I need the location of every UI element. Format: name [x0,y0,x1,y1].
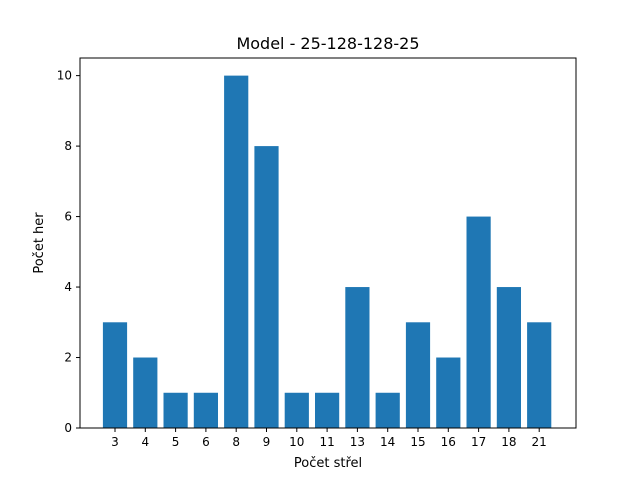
x-tick-label-4: 4 [141,435,149,449]
bar-4 [133,357,158,428]
y-tick-label-8: 8 [64,139,72,153]
x-tick-label-18: 18 [501,435,516,449]
x-tick-label-10: 10 [289,435,304,449]
x-tick-label-5: 5 [172,435,180,449]
y-tick-label-10: 10 [57,69,72,83]
x-tick-label-21: 21 [532,435,547,449]
x-tick-label-9: 9 [263,435,271,449]
y-tick-label-6: 6 [64,210,72,224]
bar-10 [284,392,309,428]
bar-18 [496,287,521,428]
x-tick-label-14: 14 [380,435,395,449]
x-tick-label-3: 3 [111,435,119,449]
x-tick-label-16: 16 [441,435,456,449]
x-tick-label-15: 15 [410,435,425,449]
x-tick-label-6: 6 [202,435,210,449]
bar-9 [254,146,279,428]
bar-6 [193,392,218,428]
y-tick-label-2: 2 [64,351,72,365]
bar-8 [224,75,249,429]
bar-14 [375,392,400,428]
bar-3 [102,322,128,428]
y-axis-ticks: 0 2 4 6 8 10 [57,69,80,435]
y-tick-label-0: 0 [64,421,72,435]
x-tick-label-11: 11 [319,435,334,449]
plot-frame [79,57,577,429]
bar-series [102,75,552,429]
x-tick-label-8: 8 [232,435,240,449]
x-tick-label-13: 13 [350,435,365,449]
y-tick-label-4: 4 [64,280,72,294]
y-axis-label: Počet her [32,212,47,274]
chart-title: Model - 25-128-128-25 [236,34,419,53]
x-tick-label-17: 17 [471,435,486,449]
bar-11 [315,392,340,428]
bar-21 [527,322,552,428]
x-axis-label: Počet střel [294,456,362,471]
bar-16 [436,357,461,428]
bar-5 [163,392,188,428]
bar-15 [405,322,431,428]
bar-17 [466,216,491,428]
x-axis-ticks: 3 4 5 6 8 9 10 11 13 14 15 16 17 18 21 [111,428,547,449]
bar-13 [345,287,370,428]
